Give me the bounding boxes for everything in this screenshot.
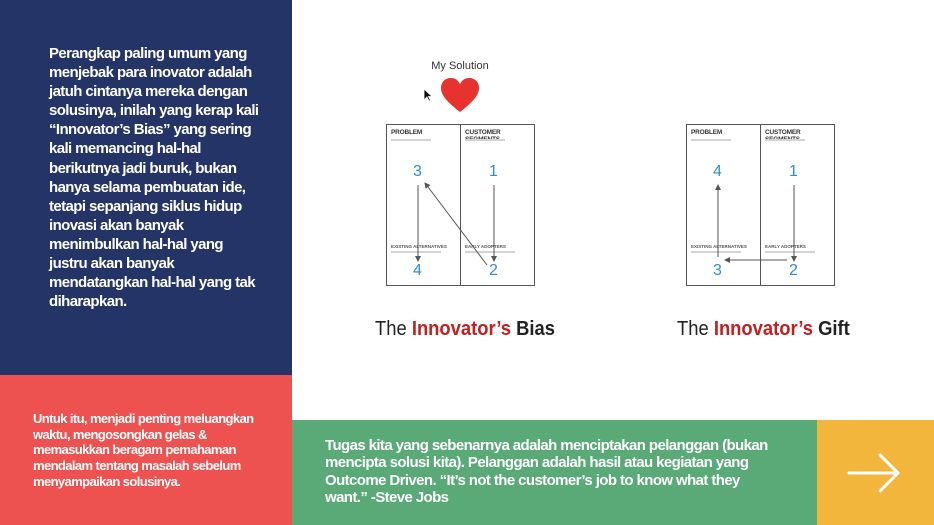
canvas-divider xyxy=(460,125,462,285)
problem-header: PROBLEM xyxy=(691,129,723,136)
caption-prefix: The xyxy=(677,318,714,340)
existing-alternatives-header: EXISTING ALTERNATIVES xyxy=(691,244,747,249)
intro-panel xyxy=(0,0,292,375)
caption-suffix: Gift xyxy=(813,318,850,340)
quote-panel xyxy=(292,420,817,525)
action-panel xyxy=(0,375,292,525)
placeholder-line xyxy=(465,251,515,253)
caption-accent: Innovator’s xyxy=(713,318,814,340)
caption-accent: Innovator’s xyxy=(411,318,512,340)
solution-label: My Solution xyxy=(431,60,489,72)
step-number: 4 xyxy=(713,163,722,180)
action-text: Untuk itu, menjadi penting meluangkan wa… xyxy=(33,411,254,489)
heart-icon xyxy=(441,78,479,112)
placeholder-line xyxy=(765,139,805,141)
quote-text: Tugas kita yang sebenarnya adalah mencip… xyxy=(325,437,768,507)
arrow-right-icon[interactable] xyxy=(846,451,902,495)
placeholder-line xyxy=(691,139,731,141)
existing-alternatives-header: EXISTING ALTERNATIVES xyxy=(391,244,447,249)
lean-canvas-bias: PROBLEM CUSTOMER SEGMENTS 3 1 EXISTING A… xyxy=(386,124,535,286)
placeholder-line xyxy=(765,251,815,253)
placeholder-line xyxy=(391,139,431,141)
canvas-divider xyxy=(760,125,762,285)
mouse-cursor-icon xyxy=(423,88,433,102)
innovators-gift-caption: The Innovator’s Gift xyxy=(677,318,850,341)
placeholder-line xyxy=(391,251,441,253)
flow-arrows xyxy=(715,184,797,263)
early-adopters-header: EARLY ADOPTERS xyxy=(765,244,806,249)
step-number: 3 xyxy=(713,262,722,279)
lean-canvas-gift: PROBLEM CUSTOMER SEGMENTS 4 1 EXISTING A… xyxy=(686,124,835,286)
innovators-bias-caption: The Innovator’s Bias xyxy=(375,318,555,341)
step-number: 1 xyxy=(789,163,798,180)
placeholder-line xyxy=(691,251,741,253)
step-number: 1 xyxy=(489,163,498,180)
caption-prefix: The xyxy=(375,318,412,340)
step-number: 2 xyxy=(489,262,498,279)
intro-text: Perangkap paling umum yang menjebak para… xyxy=(49,45,259,311)
step-number: 2 xyxy=(789,262,798,279)
placeholder-line xyxy=(465,139,505,141)
step-number: 3 xyxy=(413,163,422,180)
early-adopters-header: EARLY ADOPTERS xyxy=(465,244,506,249)
step-number: 4 xyxy=(413,262,422,279)
flow-arrows xyxy=(415,182,497,266)
problem-header: PROBLEM xyxy=(391,129,423,136)
caption-suffix: Bias xyxy=(511,318,555,340)
